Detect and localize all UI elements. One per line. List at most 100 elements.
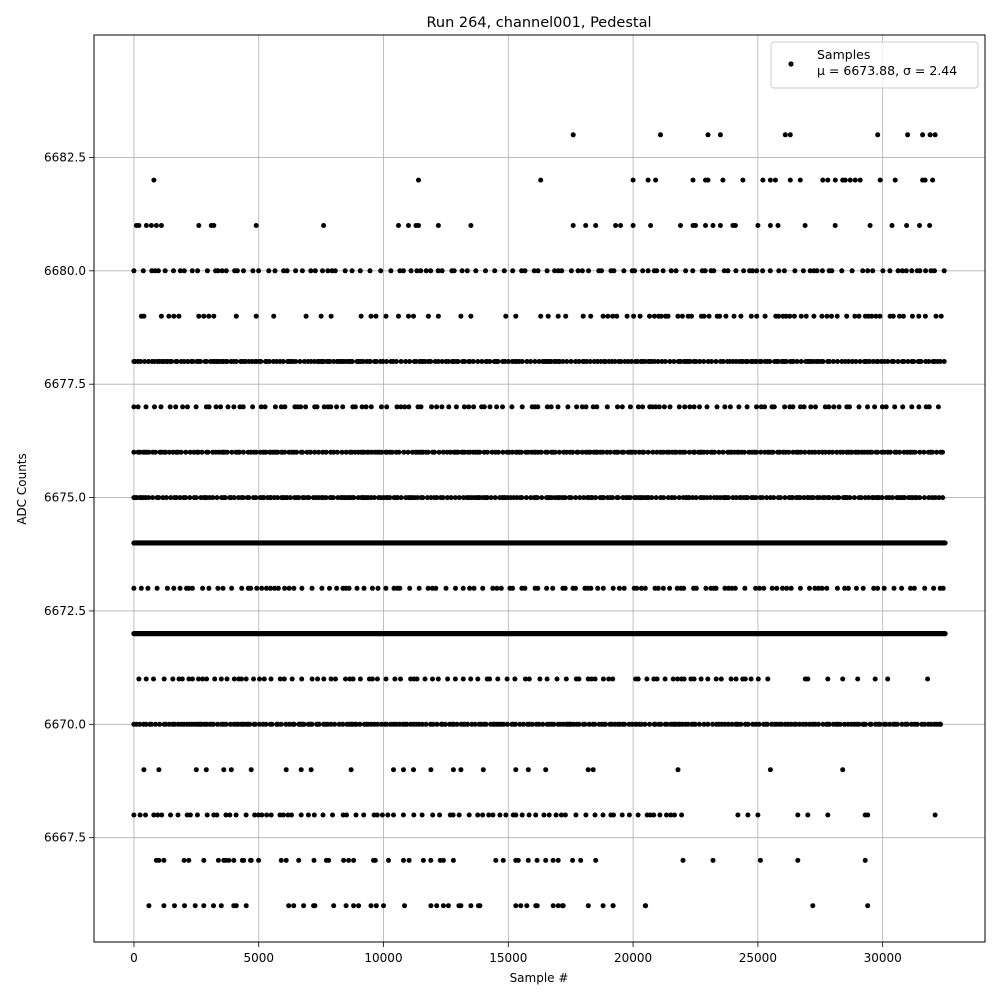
data-point bbox=[224, 676, 230, 682]
data-point bbox=[415, 495, 420, 501]
data-point bbox=[817, 495, 822, 501]
data-point bbox=[405, 449, 411, 455]
data-point bbox=[552, 449, 558, 455]
data-point bbox=[278, 857, 284, 863]
data-point bbox=[645, 268, 651, 274]
data-point bbox=[661, 495, 667, 501]
data-point bbox=[780, 585, 785, 591]
data-point bbox=[271, 313, 277, 319]
data-point bbox=[520, 721, 526, 727]
data-points bbox=[131, 132, 948, 909]
data-point bbox=[535, 585, 541, 591]
data-point bbox=[257, 676, 262, 682]
data-point bbox=[654, 676, 660, 682]
data-point bbox=[166, 313, 172, 319]
data-point bbox=[513, 767, 519, 773]
data-point bbox=[683, 268, 689, 274]
data-point bbox=[581, 495, 587, 501]
data-point bbox=[181, 268, 187, 274]
data-point bbox=[416, 585, 422, 591]
data-point bbox=[334, 449, 340, 455]
data-point bbox=[798, 449, 804, 455]
data-point bbox=[797, 585, 803, 591]
data-point bbox=[600, 676, 606, 682]
data-point bbox=[576, 676, 582, 682]
data-point bbox=[131, 585, 137, 591]
data-point bbox=[600, 449, 606, 455]
data-point bbox=[681, 585, 687, 591]
data-point bbox=[140, 268, 146, 274]
data-point bbox=[388, 268, 394, 274]
data-point bbox=[393, 359, 399, 364]
data-point bbox=[580, 313, 586, 319]
data-point bbox=[158, 223, 164, 228]
data-point bbox=[272, 268, 278, 274]
data-point bbox=[344, 812, 349, 818]
data-point bbox=[917, 449, 923, 455]
data-point bbox=[653, 495, 659, 501]
data-point bbox=[642, 585, 648, 591]
data-point bbox=[887, 449, 893, 455]
data-point bbox=[638, 721, 644, 727]
data-point bbox=[710, 721, 716, 727]
data-point bbox=[172, 721, 178, 727]
data-point bbox=[339, 449, 345, 455]
data-point bbox=[577, 495, 583, 501]
data-point bbox=[667, 359, 673, 364]
data-point bbox=[471, 404, 477, 410]
data-point bbox=[885, 676, 891, 682]
data-point bbox=[444, 495, 450, 501]
data-point bbox=[712, 449, 717, 455]
data-point bbox=[790, 404, 796, 410]
data-point bbox=[679, 812, 685, 818]
data-point bbox=[587, 359, 593, 364]
data-point bbox=[155, 812, 161, 818]
data-point bbox=[340, 404, 346, 410]
data-point bbox=[379, 449, 385, 455]
data-point bbox=[750, 268, 755, 274]
data-point bbox=[500, 404, 505, 410]
data-point bbox=[870, 268, 876, 274]
data-point bbox=[187, 495, 193, 501]
data-point bbox=[468, 903, 474, 909]
data-point bbox=[406, 857, 412, 863]
data-point bbox=[668, 812, 674, 818]
data-point bbox=[450, 767, 456, 773]
data-point bbox=[311, 812, 317, 818]
data-point bbox=[891, 359, 897, 364]
data-point bbox=[495, 359, 501, 364]
data-point bbox=[664, 812, 669, 818]
data-point bbox=[311, 903, 317, 909]
x-tick-label: 30000 bbox=[864, 951, 902, 965]
data-point bbox=[294, 449, 300, 455]
data-point bbox=[330, 495, 336, 501]
data-point bbox=[170, 676, 176, 682]
data-point bbox=[813, 404, 818, 410]
data-point bbox=[820, 177, 826, 183]
data-point bbox=[836, 404, 842, 410]
data-point bbox=[226, 857, 232, 863]
data-point bbox=[137, 721, 143, 727]
data-point bbox=[458, 767, 464, 773]
data-point bbox=[916, 404, 922, 410]
data-point bbox=[767, 177, 773, 183]
data-point bbox=[494, 585, 500, 591]
data-point bbox=[662, 359, 668, 364]
data-point bbox=[588, 585, 594, 591]
data-point bbox=[753, 495, 759, 501]
data-point bbox=[458, 903, 464, 909]
data-point bbox=[261, 495, 267, 501]
data-point bbox=[453, 404, 459, 410]
data-point bbox=[932, 132, 938, 138]
data-point bbox=[801, 404, 807, 410]
data-point bbox=[824, 585, 830, 591]
data-point bbox=[540, 721, 546, 727]
data-point bbox=[484, 449, 490, 455]
data-point bbox=[289, 812, 294, 818]
data-point bbox=[477, 449, 483, 455]
data-point bbox=[544, 585, 550, 591]
data-point bbox=[816, 449, 822, 455]
data-point bbox=[357, 721, 363, 727]
data-point bbox=[233, 359, 239, 364]
data-point bbox=[611, 812, 616, 818]
